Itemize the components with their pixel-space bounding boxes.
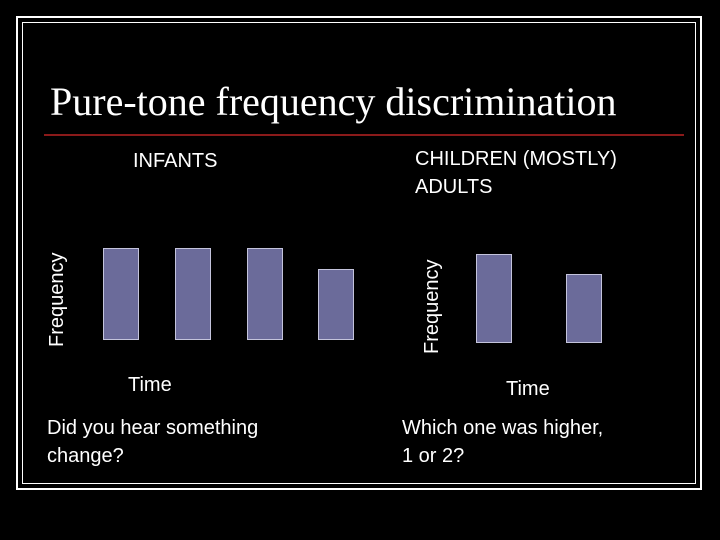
title-divider xyxy=(44,134,684,136)
slide-inner-frame xyxy=(22,22,696,484)
left-tone-bar-3 xyxy=(247,248,283,340)
infants-heading: INFANTS xyxy=(133,150,218,172)
right-x-axis-label: Time xyxy=(506,378,550,400)
slide-title: Pure-tone frequency discrimination xyxy=(50,79,617,124)
left-y-axis-label: Frequency xyxy=(46,252,68,348)
left-tone-bar-4 xyxy=(318,269,354,340)
adults-heading-line2: ADULTS xyxy=(415,176,493,198)
right-question-line2: 1 or 2? xyxy=(402,445,465,467)
right-tone-bar-2 xyxy=(566,274,602,343)
left-question-line2: change? xyxy=(47,445,124,467)
right-y-axis-label: Frequency xyxy=(421,259,443,355)
left-tone-bar-1 xyxy=(103,248,139,340)
right-tone-bar-1 xyxy=(476,254,512,343)
slide-outer-frame xyxy=(16,16,702,490)
right-question-line1: Which one was higher, xyxy=(402,417,604,439)
left-tone-bar-2 xyxy=(175,248,211,340)
left-x-axis-label: Time xyxy=(128,374,172,396)
adults-heading-line1: CHILDREN (MOSTLY) xyxy=(415,148,617,170)
left-question-line1: Did you hear something xyxy=(47,417,259,439)
